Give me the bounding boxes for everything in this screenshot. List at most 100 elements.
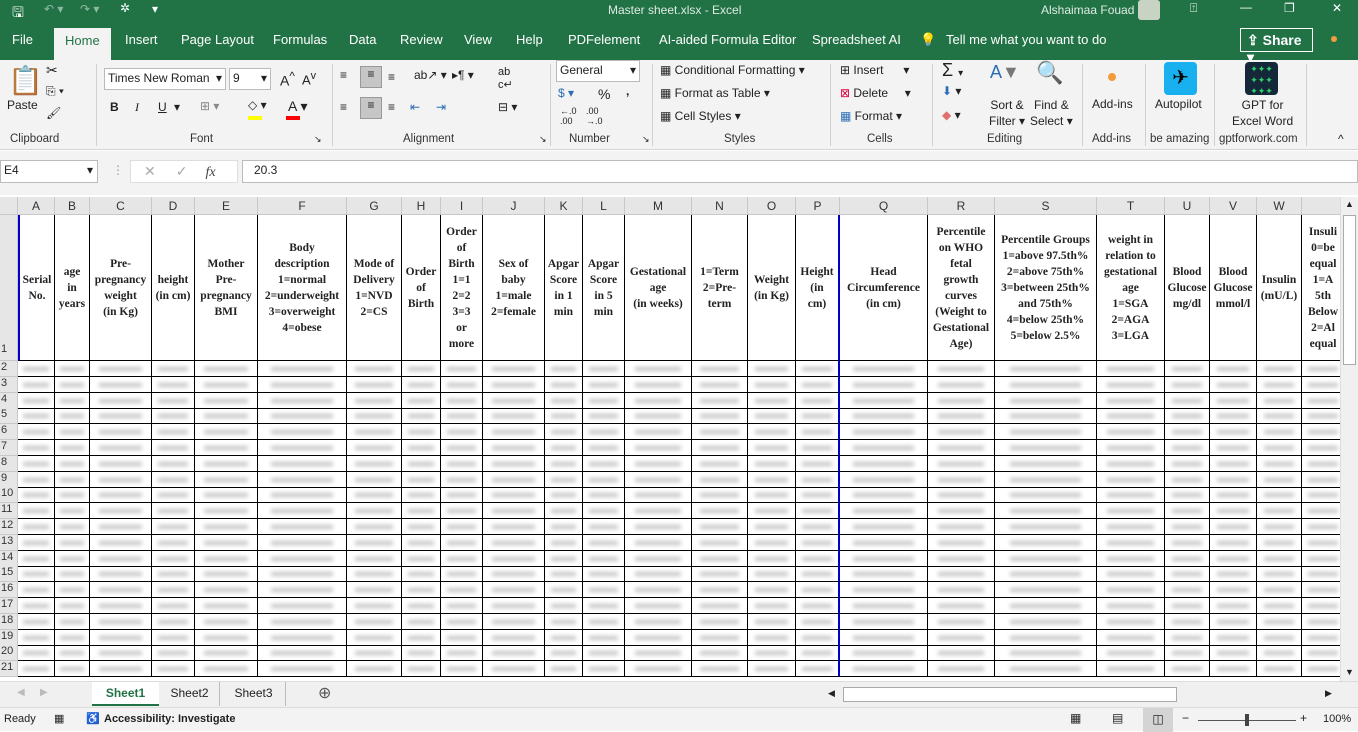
paste-button[interactable]: Paste [7, 98, 38, 112]
data-cell[interactable] [55, 487, 90, 504]
insert-function-icon[interactable]: fx [205, 165, 216, 180]
data-cell[interactable] [625, 376, 692, 393]
data-cell[interactable] [928, 645, 995, 662]
data-cell[interactable] [928, 534, 995, 551]
row-header[interactable]: 15 [0, 566, 18, 583]
data-cell[interactable] [748, 424, 796, 441]
align-top-icon[interactable]: ≡ [340, 68, 348, 82]
data-cell[interactable] [1210, 471, 1257, 488]
data-cell[interactable] [55, 503, 90, 520]
data-cell[interactable] [545, 598, 583, 614]
data-cell[interactable] [1210, 613, 1257, 630]
number-dialog-launcher-icon[interactable]: ↘ [642, 134, 650, 144]
tab-ai-formula-editor[interactable]: AI-aided Formula Editor [659, 32, 797, 47]
header-cell[interactable]: Weight (in Kg) [748, 215, 796, 361]
data-cell[interactable] [928, 471, 995, 488]
data-cell[interactable] [583, 455, 625, 472]
data-cell[interactable] [796, 487, 840, 504]
data-cell[interactable] [18, 661, 55, 678]
zoom-level[interactable]: 100% [1323, 713, 1352, 725]
data-cell[interactable] [928, 487, 995, 504]
data-cell[interactable] [928, 424, 995, 441]
data-cell[interactable] [1302, 566, 1340, 583]
data-cell[interactable] [1257, 361, 1302, 377]
header-cell[interactable]: Gestational age (in weeks) [625, 215, 692, 361]
orientation-icon[interactable]: ab↗ ▾ [414, 68, 447, 82]
data-cell[interactable] [1257, 471, 1302, 488]
font-dialog-launcher-icon[interactable]: ↘ [314, 134, 322, 144]
data-cell[interactable] [258, 471, 347, 488]
data-cell[interactable] [441, 519, 483, 535]
data-cell[interactable] [152, 550, 195, 567]
data-cell[interactable] [402, 519, 441, 535]
redo-icon[interactable]: ↷ ▾ [80, 2, 100, 16]
data-cell[interactable] [840, 598, 928, 614]
data-cell[interactable] [796, 613, 840, 630]
data-cell[interactable] [195, 503, 258, 520]
data-cell[interactable] [625, 408, 692, 425]
data-cell[interactable] [928, 376, 995, 393]
data-cell[interactable] [545, 550, 583, 567]
data-cell[interactable] [90, 534, 152, 551]
data-cell[interactable] [18, 550, 55, 567]
data-cell[interactable] [1257, 519, 1302, 535]
data-cell[interactable] [1302, 440, 1340, 456]
tab-help[interactable]: Help [516, 32, 543, 47]
header-cell[interactable]: Height (in cm) [796, 215, 840, 361]
add-sheet-icon[interactable]: ⊕ [318, 685, 332, 702]
data-cell[interactable] [347, 471, 402, 488]
data-cell[interactable] [441, 455, 483, 472]
header-cell[interactable]: weight in relation to gestational age 1=… [1097, 215, 1165, 361]
data-cell[interactable] [152, 613, 195, 630]
data-cell[interactable] [1097, 534, 1165, 551]
column-header[interactable]: G [347, 197, 402, 215]
data-cell[interactable] [796, 566, 840, 583]
scroll-up-icon[interactable]: ▲ [1345, 199, 1354, 209]
data-cell[interactable] [1097, 582, 1165, 599]
data-cell[interactable] [1257, 582, 1302, 599]
data-cell[interactable] [483, 440, 545, 456]
row-header[interactable]: 20 [0, 645, 18, 662]
data-cell[interactable] [152, 408, 195, 425]
data-cell[interactable] [258, 613, 347, 630]
increase-indent-icon[interactable]: ⇥ [436, 100, 447, 114]
header-cell[interactable]: Order of Birth [402, 215, 441, 361]
row-header[interactable]: 6 [0, 424, 18, 441]
data-cell[interactable] [441, 408, 483, 425]
data-cell[interactable] [692, 629, 748, 646]
data-cell[interactable] [1257, 629, 1302, 646]
header-cell[interactable]: Mode of Delivery 1=NVD 2=CS [347, 215, 402, 361]
row-header[interactable]: 12 [0, 519, 18, 535]
align-bottom-icon[interactable]: ≡ [388, 70, 396, 84]
format-as-table-button[interactable]: ▦ Format as Table ▾ [660, 86, 770, 100]
data-cell[interactable] [625, 424, 692, 441]
data-cell[interactable] [1257, 613, 1302, 630]
data-cell[interactable] [347, 550, 402, 567]
data-cell[interactable] [545, 424, 583, 441]
data-cell[interactable] [258, 550, 347, 567]
data-cell[interactable] [258, 455, 347, 472]
share-button[interactable]: ⇪ Share ▾ [1240, 28, 1313, 65]
data-cell[interactable] [928, 661, 995, 678]
column-header[interactable]: K [545, 197, 583, 215]
vertical-scroll-thumb[interactable] [1343, 215, 1356, 365]
data-cell[interactable] [55, 645, 90, 662]
data-cell[interactable] [347, 503, 402, 520]
fill-icon[interactable]: ⬇ ▾ [942, 84, 962, 98]
alignment-dialog-launcher-icon[interactable]: ↘ [539, 134, 547, 144]
data-cell[interactable] [90, 550, 152, 567]
data-cell[interactable] [1210, 361, 1257, 377]
data-cell[interactable] [692, 598, 748, 614]
data-cell[interactable] [748, 661, 796, 678]
data-cell[interactable] [545, 503, 583, 520]
format-cells-button[interactable]: ▦ Format ▾ [840, 109, 903, 123]
clear-icon[interactable]: ◆ ▾ [942, 108, 961, 122]
data-cell[interactable] [1097, 629, 1165, 646]
data-cell[interactable] [796, 455, 840, 472]
data-cell[interactable] [995, 582, 1097, 599]
tab-spreadsheet-ai[interactable]: Spreadsheet AI [812, 32, 901, 47]
header-cell[interactable]: Head Circumference (in cm) [840, 215, 928, 361]
data-cell[interactable] [1165, 534, 1210, 551]
header-cell[interactable]: age in years [55, 215, 90, 361]
data-cell[interactable] [840, 392, 928, 409]
